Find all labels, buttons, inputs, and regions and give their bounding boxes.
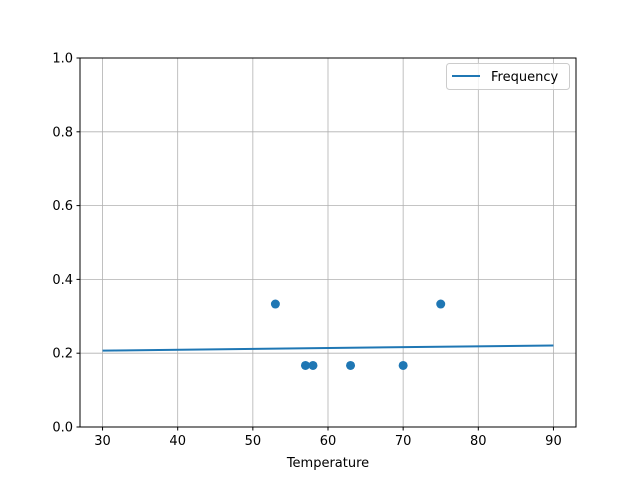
grid <box>80 57 576 428</box>
y-tick-label: 0.8 <box>52 125 73 140</box>
x-tick-label: 30 <box>94 434 111 449</box>
scatter-point <box>270 299 280 309</box>
y-tick-label: 0.6 <box>52 199 73 214</box>
ticks: 30 40 50 60 70 80 90 0.0 0.2 0.4 0.6 0.8 1.0 <box>52 52 561 450</box>
series-line-frequency <box>102 344 554 352</box>
x-tick-label: 90 <box>545 434 562 449</box>
scatter-point <box>346 360 356 370</box>
scatter-point <box>436 299 446 309</box>
x-tick-label: 50 <box>245 434 262 449</box>
marks <box>102 299 554 370</box>
legend-box <box>446 63 570 90</box>
scatter-point <box>300 360 310 370</box>
scatter-point <box>398 360 408 370</box>
scatter-point <box>308 360 318 370</box>
x-tick-label: 60 <box>320 434 337 449</box>
x-tick-label: 80 <box>470 434 487 449</box>
y-tick-label: 0.4 <box>52 273 73 288</box>
y-tick-label: 0.0 <box>52 421 73 436</box>
x-axis-label: Temperature <box>286 456 369 471</box>
x-tick-label: 40 <box>169 434 186 449</box>
legend-label-frequency: Frequency <box>491 70 558 85</box>
legend: Frequency <box>446 63 570 90</box>
x-tick-label: 70 <box>395 434 412 449</box>
y-tick-label: 1.0 <box>52 52 73 67</box>
y-tick-label: 0.2 <box>52 347 73 362</box>
